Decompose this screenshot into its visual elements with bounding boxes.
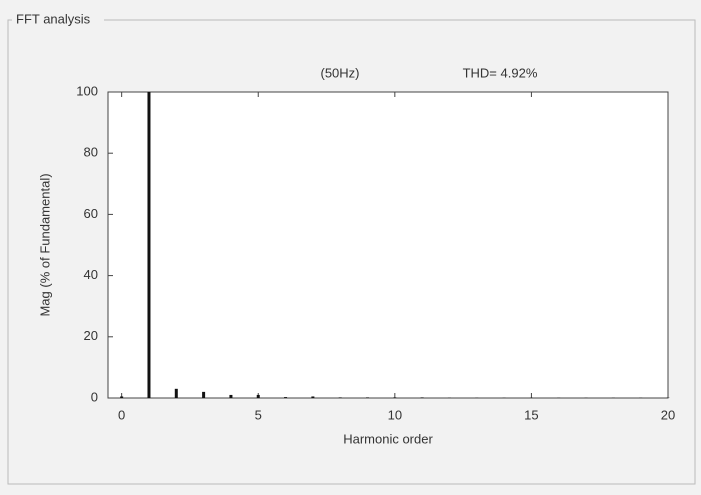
panel-title: FFT analysis (16, 11, 91, 26)
bar (284, 397, 287, 398)
bar (421, 397, 424, 398)
bar (147, 92, 150, 398)
bar (120, 396, 123, 398)
y-tick-label: 60 (84, 206, 98, 221)
y-tick-label: 40 (84, 267, 98, 282)
bar (311, 396, 314, 398)
bar (339, 397, 342, 398)
y-tick-label: 100 (76, 83, 98, 98)
bar (229, 395, 232, 398)
bar (175, 389, 178, 398)
bar (393, 397, 396, 398)
y-axis-label: Mag (% of Fundamental) (37, 173, 52, 316)
x-tick-label: 15 (524, 407, 538, 422)
x-tick-label: 10 (388, 407, 402, 422)
bar (202, 392, 205, 398)
x-tick-label: 20 (661, 407, 675, 422)
y-tick-label: 20 (84, 328, 98, 343)
x-axis-label: Harmonic order (343, 431, 433, 446)
bar (366, 397, 369, 398)
y-tick-label: 80 (84, 145, 98, 160)
bar (257, 395, 260, 398)
y-tick-label: 0 (91, 389, 98, 404)
plot-area (108, 92, 668, 398)
x-tick-label: 0 (118, 407, 125, 422)
chart-title: (50Hz) (320, 65, 359, 80)
x-tick-label: 5 (255, 407, 262, 422)
annotation: THD= 4.92% (463, 65, 538, 80)
